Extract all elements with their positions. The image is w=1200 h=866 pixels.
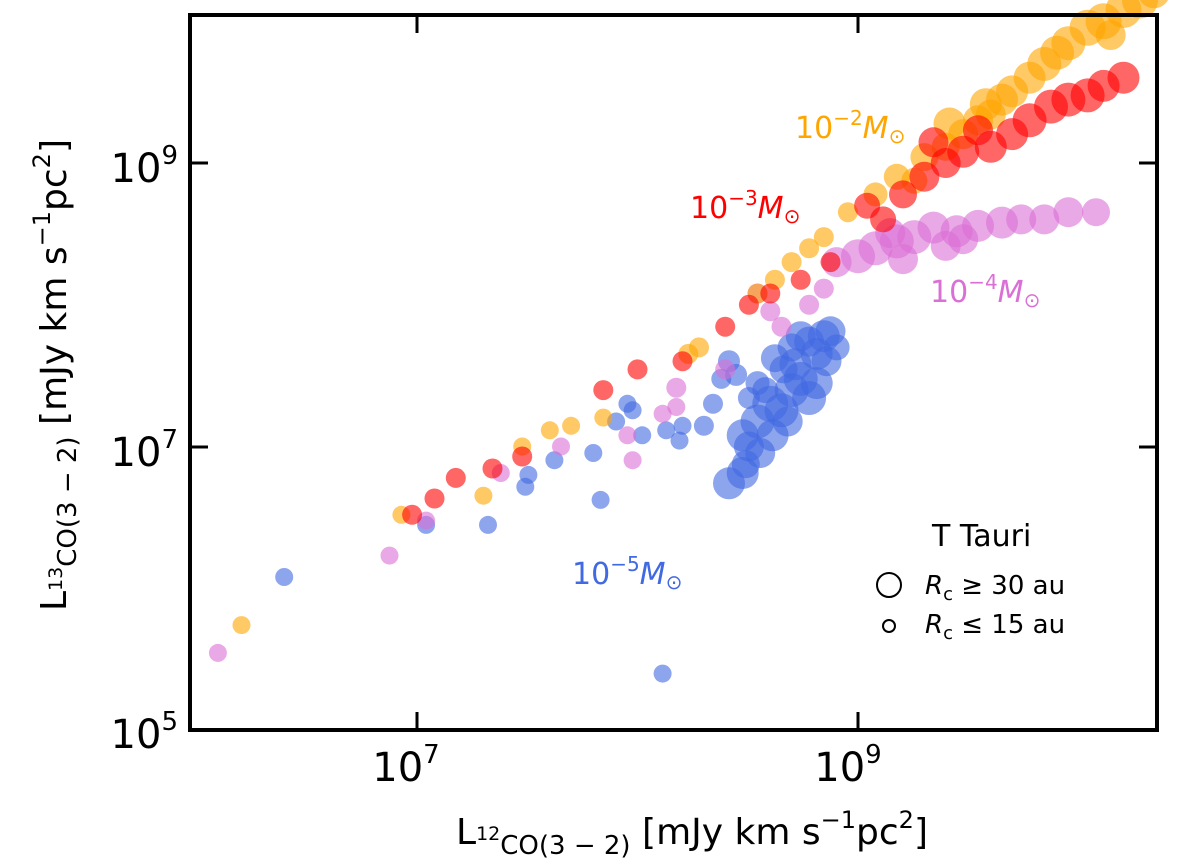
series-label-1e-3: 10−3M⊙ [690,186,800,228]
y-tick-label-1e9: 109 [111,141,178,192]
point-series-1-10 [760,283,781,304]
point-series-1-4 [512,446,533,467]
y-axis: 105 107 109 L13CO(3 − 2) [mJy km s−1pc2] [28,139,1157,758]
point-series-3-7 [591,490,610,509]
point-series-1-8 [715,316,736,337]
legend-small-label: Rc ≤ 15 au [925,610,1065,644]
point-series-1-14 [870,206,897,233]
point-series-0-4 [540,421,559,440]
point-series-2-6 [623,451,642,470]
point-series-0-13 [813,227,834,248]
point-series-0-2 [474,486,493,505]
y-axis-label: L13CO(3 − 2) [mJy km s−1pc2] [28,139,83,611]
point-series-1-12 [820,252,841,273]
point-series-3-49 [779,348,812,381]
points-layer [208,0,1169,683]
point-series-2-7 [653,404,672,423]
series-labels: 10−2M⊙ 10−3M⊙ 10−4M⊙ 10−5M⊙ [572,106,1040,594]
point-series-1-5 [593,380,614,401]
point-series-2-1 [380,546,399,565]
point-series-0-6 [594,408,613,427]
point-series-3-47 [772,406,803,437]
point-series-0-33 [1139,0,1169,9]
point-series-3-11 [657,421,676,440]
point-series-3-45 [713,467,745,500]
point-series-0-14 [837,202,858,223]
point-series-1-7 [672,351,693,372]
x-axis: 107 109 L12CO(3 − 2) [mJy km s−1pc2] [372,15,928,861]
point-series-2-5 [618,426,637,445]
point-series-3-5 [545,451,564,470]
point-series-2-15 [813,278,834,299]
point-series-2-13 [771,316,792,337]
x-axis-label: L12CO(3 − 2) [mJy km s−1pc2] [456,806,928,861]
x-tick-label-1e9: 109 [814,740,881,791]
point-series-2-32 [948,224,979,255]
legend-large-label: Rc ≥ 30 au [925,571,1065,605]
point-series-2-8 [667,398,686,416]
legend-title: T Tauri [931,519,1031,554]
legend: T Tauri Rc ≥ 30 au Rc ≤ 15 au [876,519,1065,644]
point-series-1-28 [918,127,949,158]
point-series-3-48 [811,346,842,377]
point-series-1-26 [1107,61,1140,94]
point-series-0-35 [969,88,1002,121]
point-series-1-15 [889,180,917,209]
point-series-2-30 [888,244,918,275]
point-series-3-2 [479,515,497,534]
point-series-3-4 [519,465,538,484]
series-label-1e-4: 10−4M⊙ [930,270,1040,312]
point-series-3-15 [653,664,672,683]
point-series-3-12 [670,431,689,450]
series-label-1e-5: 10−5M⊙ [572,552,682,594]
legend-large-marker [876,572,902,598]
point-series-1-6 [627,359,648,380]
point-series-1-3 [482,458,503,479]
point-series-3-16 [693,415,714,436]
point-series-2-27 [1053,197,1084,228]
point-series-3-46 [731,450,760,479]
point-series-0-11 [781,252,802,273]
y-tick-label-1e7: 107 [111,425,178,476]
point-series-3-10 [633,426,652,445]
point-series-2-4 [552,437,570,456]
y-tick-label-1e5: 105 [111,707,178,758]
point-series-0-36 [1095,20,1126,50]
point-series-2-12 [760,301,781,322]
x-tick-label-1e7: 107 [372,740,439,791]
point-series-2-0 [208,643,227,662]
plot-frame [188,13,1159,732]
point-series-2-26 [1029,204,1060,235]
point-series-2-10 [715,359,736,380]
point-series-3-0 [275,568,294,586]
point-series-1-0 [402,504,423,525]
point-series-1-9 [738,294,759,315]
point-series-2-25 [1006,204,1037,235]
point-series-0-0 [232,616,251,635]
point-series-0-12 [799,238,820,259]
point-series-1-2 [445,467,466,488]
point-series-2-14 [799,294,820,315]
point-series-2-28 [1082,198,1110,227]
series-label-1e-2: 10−2M⊙ [795,106,905,148]
point-series-1-11 [790,269,811,290]
point-series-2-9 [666,377,687,398]
point-series-1-16 [909,161,940,192]
point-series-3-9 [618,394,637,413]
point-series-3-17 [703,393,723,414]
point-series-1-27 [963,115,993,146]
point-series-1-1 [424,488,445,509]
point-series-0-5 [562,416,581,435]
point-series-3-6 [584,444,603,462]
point-series-1-18 [947,135,980,168]
legend-small-marker [882,619,896,633]
point-series-3-13 [673,416,692,435]
